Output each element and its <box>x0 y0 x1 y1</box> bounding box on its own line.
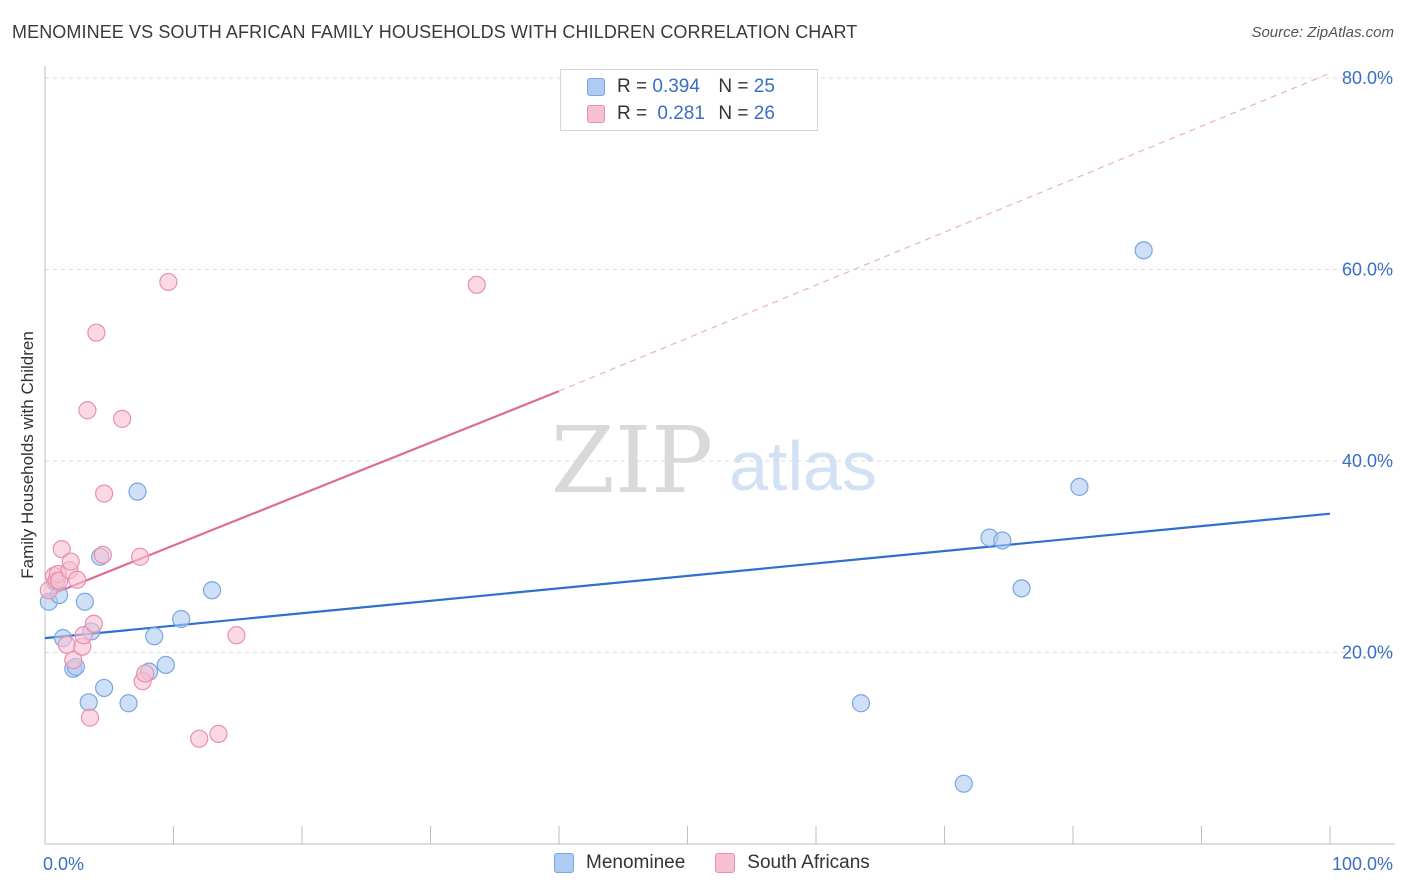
menominee-point <box>128 482 147 501</box>
menominee-trend-line <box>44 512 1331 640</box>
south-africans-point <box>87 323 106 342</box>
bottom-legend-south-africans: South Africans <box>715 852 870 874</box>
menominee-swatch <box>587 78 605 96</box>
menominee-point <box>851 694 871 713</box>
menominee-point <box>156 655 175 675</box>
south-africans-point <box>93 545 112 564</box>
watermark-atlas: atlas <box>729 427 877 505</box>
menominee-point <box>1134 241 1153 260</box>
south-africans-point <box>190 729 209 748</box>
legend-r-label: R = <box>617 76 648 97</box>
south-africans-point <box>74 626 93 645</box>
south-africans-point <box>64 651 83 670</box>
watermark: ZIP atlas <box>551 407 877 514</box>
trend-lines <box>44 72 1331 640</box>
south-africans-n-value: 26 <box>753 103 775 124</box>
south-africans-point <box>57 635 76 654</box>
menominee-point <box>954 774 973 793</box>
menominee-point <box>75 592 94 611</box>
legend-n-label: N = <box>718 76 749 97</box>
south-africans-point <box>130 547 150 566</box>
y-tick-label: 20.0% <box>1342 643 1393 663</box>
south-africans-swatch <box>587 105 605 123</box>
menominee-point <box>202 581 222 600</box>
legend-r-label: R = <box>617 103 648 124</box>
menominee-n-value: 25 <box>753 76 775 97</box>
menominee-r-value: 0.394 <box>652 76 700 97</box>
south-africans-point <box>52 539 71 559</box>
menominee-point <box>79 693 98 712</box>
source-label: Source: ZipAtlas.com <box>1251 24 1394 41</box>
south-africans-point <box>159 272 178 292</box>
gridlines <box>45 77 1395 653</box>
south-africans-point <box>209 724 228 743</box>
menominee-swatch <box>554 853 574 873</box>
menominee-point <box>95 678 114 698</box>
chart-title: MENOMINEE VS SOUTH AFRICAN FAMILY HOUSEH… <box>12 22 858 42</box>
menominee-point <box>119 694 138 713</box>
south-africans-point <box>68 570 87 589</box>
menominee-point <box>993 531 1012 550</box>
menominee-point <box>172 609 191 629</box>
south-africans-point <box>112 409 132 428</box>
legend-row-south-africans: R = 0.281 N = 26 <box>587 102 775 126</box>
legend-row-menominee: R = 0.394 N = 25 <box>587 75 775 99</box>
menominee-point <box>145 627 164 646</box>
y-tick-label: 80.0% <box>1342 68 1393 88</box>
bottom-legend-menominee: Menominee <box>554 852 685 874</box>
south-africans-trend-extension <box>558 72 1331 392</box>
south-africans-point <box>136 664 155 683</box>
south-africans-point <box>61 552 80 571</box>
south-africans-swatch <box>715 853 736 873</box>
menominee-point <box>1012 579 1031 598</box>
south-africans-r-value: 0.281 <box>657 103 705 124</box>
bottom-legend: Menominee South Africans <box>554 852 900 874</box>
legend: R = 0.394 N = 25 R = 0.281 N = 26 <box>560 69 818 131</box>
data-points <box>39 241 1153 793</box>
bottom-legend-south-africans-label: South Africans <box>747 852 870 873</box>
south-africans-trend-line <box>44 390 560 598</box>
y-tick-label: 60.0% <box>1342 260 1393 280</box>
south-africans-point <box>78 401 97 420</box>
south-africans-point <box>80 708 100 727</box>
x-tick-label: 0.0% <box>43 854 84 874</box>
axes <box>44 66 1395 845</box>
x-tick-label: 100.0% <box>1332 854 1393 874</box>
legend-n-label: N = <box>718 103 749 124</box>
south-africans-point <box>227 626 246 645</box>
bottom-legend-menominee-label: Menominee <box>586 852 686 873</box>
menominee-point <box>1070 477 1089 496</box>
watermark-zip: ZIP <box>551 407 713 514</box>
south-africans-point <box>84 614 103 633</box>
tick-labels: 20.0% 40.0% 60.0% 80.0% 0.0% 100.0% <box>43 68 1393 874</box>
south-africans-point <box>95 484 114 503</box>
y-tick-label: 40.0% <box>1342 451 1393 471</box>
south-africans-point <box>467 275 486 294</box>
